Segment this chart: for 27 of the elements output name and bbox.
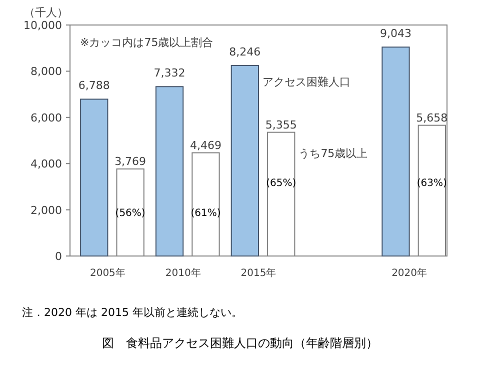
y-tick-label: 8,000 [30,65,62,78]
data-label: 6,788 [78,79,110,92]
data-label: 8,246 [229,46,261,59]
annotation: ※カッコ内は75歳以上割合 [80,36,214,49]
data-label: 4,469 [190,138,222,152]
annotation: (61%) [190,208,221,220]
y-axis-title: （千人） [24,6,68,19]
x-tick-label: 2010年 [165,267,201,279]
series-label: アクセス困難人口 [262,76,350,89]
x-tick-label: 2015年 [240,267,276,279]
series-label: うち75歳以上 [298,147,368,160]
x-tick-label: 2020年 [392,267,428,279]
y-tick-label: 10,000 [24,19,62,32]
y-tick-label: 0 [55,250,62,263]
y-tick-label: 4,000 [30,158,62,171]
text: 図 食料品アクセス困難人口の動向（年齢階層別） [102,336,378,350]
data-label: 5,355 [265,118,297,132]
data-label: 9,043 [380,27,412,40]
data-label: 7,332 [154,66,186,80]
annotation: (56%) [115,208,146,220]
annotation: (65%) [266,178,296,190]
annotation: (63%) [416,178,448,190]
data-label: 3,769 [114,154,146,168]
y-tick-label: 2,000 [30,204,62,217]
y-tick-label: 6,000 [30,111,62,124]
text: 注．2020 年は 2015 年以前と連続しない。 [22,306,242,319]
x-tick-label: 2005年 [90,267,126,279]
